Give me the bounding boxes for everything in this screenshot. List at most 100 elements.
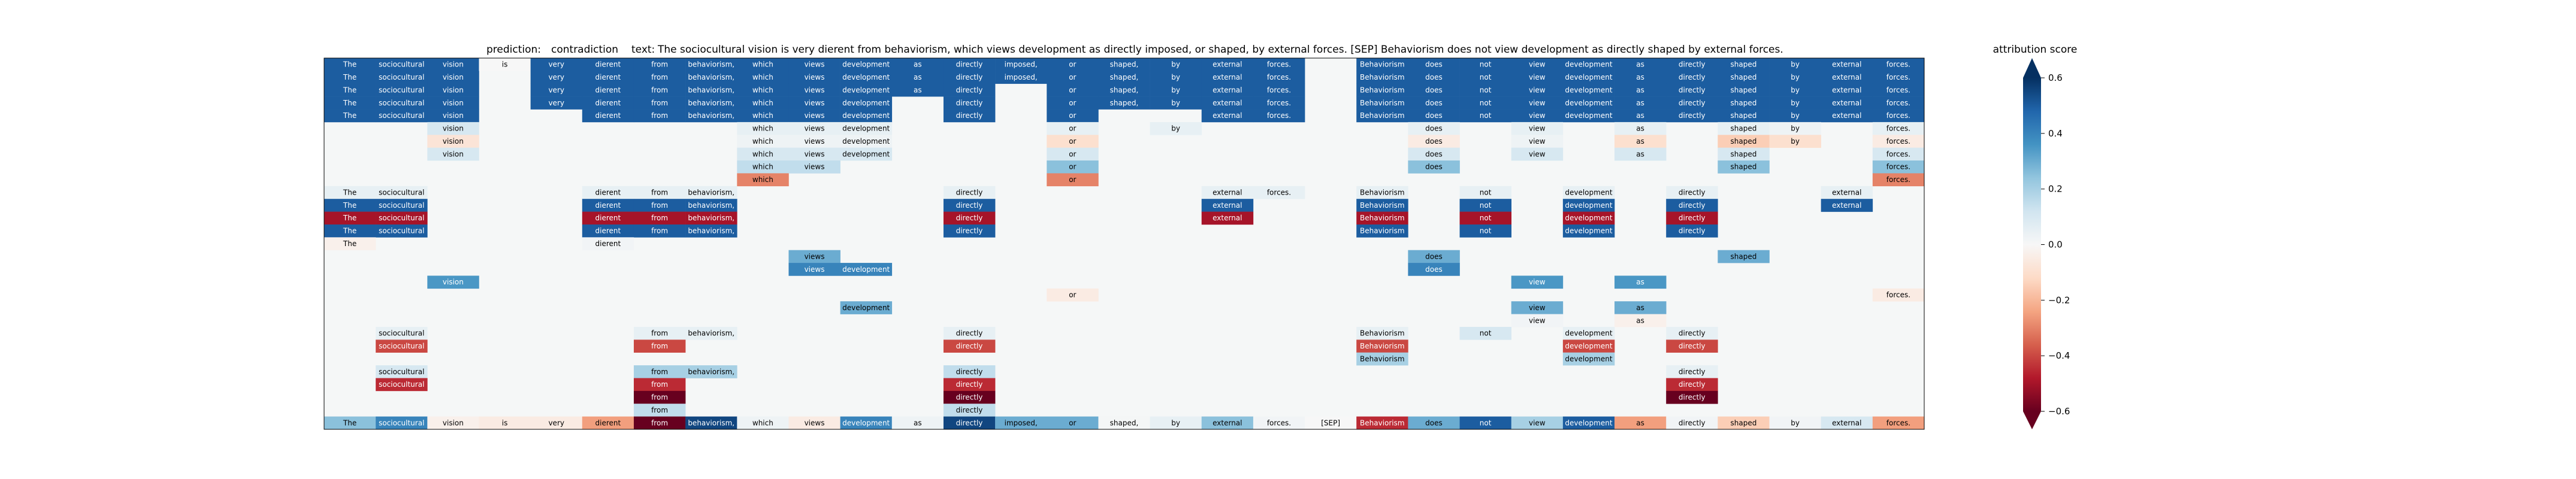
heatmap-cell-token-label: Behaviorism bbox=[1360, 188, 1405, 196]
heatmap-cell-token-label: from bbox=[651, 99, 668, 107]
heatmap-cells bbox=[324, 58, 1925, 430]
heatmap-cell-token-label: does bbox=[1425, 150, 1443, 158]
heatmap-cell bbox=[1562, 352, 1615, 366]
heatmap-cell bbox=[582, 186, 634, 199]
heatmap-cell bbox=[1047, 160, 1099, 174]
heatmap-cell-token-label: vision bbox=[443, 125, 464, 133]
heatmap-cell-token-label: The bbox=[343, 188, 356, 196]
heatmap-cell bbox=[1356, 71, 1408, 84]
heatmap-cell bbox=[1562, 326, 1615, 340]
heatmap-cell bbox=[1408, 83, 1460, 97]
heatmap-cell-token-label: shaped bbox=[1731, 163, 1757, 171]
heatmap-cell-token-label: shaped bbox=[1731, 73, 1757, 81]
heatmap-cell bbox=[1459, 224, 1512, 238]
heatmap-cell bbox=[1253, 96, 1305, 110]
heatmap-cell bbox=[1047, 83, 1099, 97]
heatmap-cell-token-label: which bbox=[752, 99, 773, 107]
text-label: text: bbox=[631, 44, 655, 56]
heatmap-cell bbox=[1047, 71, 1099, 84]
heatmap-cell bbox=[788, 122, 840, 135]
heatmap-cell-token-label: forces. bbox=[1267, 419, 1291, 427]
heatmap-cell bbox=[324, 71, 376, 84]
heatmap-cell-token-label: or bbox=[1069, 291, 1076, 299]
heatmap-cell-token-label: forces. bbox=[1267, 111, 1291, 120]
heatmap-cell bbox=[633, 58, 686, 71]
heatmap-cell-token-label: which bbox=[752, 419, 773, 427]
heatmap-cell-token-label: directly bbox=[1679, 393, 1706, 402]
heatmap-cell bbox=[1666, 109, 1718, 123]
heatmap-cell bbox=[1511, 122, 1564, 135]
heatmap-cell bbox=[1201, 186, 1254, 199]
heatmap-cell bbox=[1718, 416, 1770, 430]
heatmap-cell bbox=[840, 135, 893, 148]
heatmap-cell-token-label: as bbox=[914, 60, 922, 69]
heatmap-cell-token-label: behaviorism, bbox=[688, 419, 734, 427]
heatmap-cell-token-label: Behaviorism bbox=[1360, 329, 1405, 338]
heatmap-cell-token-label: external bbox=[1832, 419, 1861, 427]
heatmap-cell bbox=[788, 147, 840, 161]
heatmap-cell bbox=[1769, 83, 1821, 97]
heatmap-cell-token-label: directly bbox=[1679, 227, 1706, 235]
heatmap-cell bbox=[1305, 416, 1357, 430]
heatmap-cell bbox=[943, 390, 996, 404]
heatmap-cell-token-label: behaviorism, bbox=[688, 73, 734, 81]
heatmap-cell bbox=[1666, 96, 1718, 110]
heatmap-cell bbox=[1872, 109, 1925, 123]
heatmap-cell bbox=[582, 199, 634, 212]
heatmap-cell bbox=[1201, 199, 1254, 212]
heatmap-cell bbox=[1408, 160, 1460, 174]
heatmap-cell bbox=[1614, 71, 1667, 84]
colorbar-tick-label: 0.0 bbox=[2048, 240, 2063, 250]
heatmap-cell bbox=[840, 96, 893, 110]
heatmap-cell bbox=[1614, 83, 1667, 97]
heatmap-cell bbox=[1511, 275, 1564, 289]
heatmap-cell-token-label: views bbox=[805, 73, 825, 81]
heatmap-cell bbox=[1666, 199, 1718, 212]
heatmap-cell-token-label: shaped bbox=[1731, 125, 1757, 133]
heatmap-cell bbox=[840, 301, 893, 314]
heatmap-cell bbox=[1459, 58, 1512, 71]
heatmap-cell bbox=[685, 326, 737, 340]
heatmap-cell bbox=[943, 211, 996, 225]
heatmap-cell bbox=[324, 96, 376, 110]
heatmap-cell bbox=[1718, 250, 1770, 263]
prediction-value: contradiction bbox=[551, 44, 618, 56]
heatmap-cell-token-label: which bbox=[752, 125, 773, 133]
colorbar-label: attribution score bbox=[1993, 44, 2078, 56]
heatmap-cell bbox=[1614, 147, 1667, 161]
heatmap-cell bbox=[1253, 416, 1305, 430]
heatmap-cell bbox=[685, 211, 737, 225]
heatmap-cell-token-label: which bbox=[752, 137, 773, 145]
heatmap-cell-token-label: dierent bbox=[595, 60, 621, 69]
heatmap-cell-token-label: view bbox=[1529, 99, 1546, 107]
colorbar-gradient bbox=[2023, 78, 2041, 411]
heatmap-cell-token-label: forces. bbox=[1886, 175, 1910, 184]
heatmap-cell bbox=[582, 224, 634, 238]
heatmap-cell bbox=[1459, 416, 1512, 430]
heatmap-cell bbox=[1821, 96, 1873, 110]
heatmap-cell bbox=[685, 58, 737, 71]
heatmap-cell bbox=[1872, 160, 1925, 174]
heatmap-cell-token-label: from bbox=[651, 73, 668, 81]
heatmap-cell-token-label: directly bbox=[1679, 380, 1706, 389]
heatmap-cell-token-label: as bbox=[1636, 99, 1644, 107]
heatmap-cell bbox=[1047, 109, 1099, 123]
heatmap-cell bbox=[685, 109, 737, 123]
heatmap-cell-token-label: sociocultural bbox=[379, 368, 424, 376]
heatmap-cell bbox=[1511, 71, 1564, 84]
heatmap-cell-token-label: directly bbox=[956, 342, 983, 350]
prediction-label: prediction: bbox=[486, 44, 541, 56]
heatmap-cell bbox=[1408, 122, 1460, 135]
heatmap-cell-token-label: directly bbox=[956, 419, 983, 427]
heatmap-cell bbox=[788, 416, 840, 430]
heatmap-cell bbox=[1356, 211, 1408, 225]
heatmap-cell-token-label: forces. bbox=[1886, 111, 1910, 120]
heatmap-cell bbox=[1872, 83, 1925, 97]
heatmap-cell-token-label: not bbox=[1480, 86, 1492, 94]
heatmap-cell-token-label: forces. bbox=[1886, 419, 1910, 427]
heatmap-cell bbox=[582, 237, 634, 250]
heatmap-cell-token-label: Behaviorism bbox=[1360, 354, 1405, 363]
heatmap-cell-token-label: sociocultural bbox=[379, 214, 424, 222]
heatmap-cell-token-label: forces. bbox=[1267, 99, 1291, 107]
heatmap-cell-token-label: by bbox=[1791, 125, 1800, 133]
